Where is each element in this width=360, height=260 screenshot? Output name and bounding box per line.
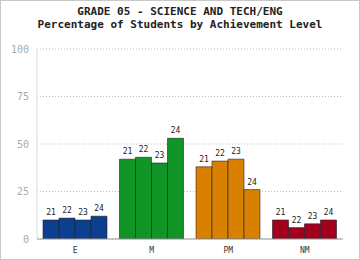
svg-text:24: 24	[94, 204, 104, 213]
svg-text:M: M	[149, 246, 154, 255]
svg-text:E: E	[73, 246, 78, 255]
svg-text:21: 21	[123, 147, 133, 156]
svg-text:21: 21	[276, 208, 286, 217]
svg-text:22: 22	[215, 149, 225, 158]
svg-text:75: 75	[17, 91, 29, 102]
svg-text:23: 23	[308, 212, 318, 221]
svg-text:23: 23	[155, 151, 165, 160]
svg-text:22: 22	[292, 216, 302, 225]
svg-text:21: 21	[199, 155, 209, 164]
svg-text:0: 0	[23, 234, 29, 245]
svg-text:50: 50	[17, 139, 29, 150]
svg-text:100: 100	[11, 44, 29, 55]
svg-text:21: 21	[46, 208, 56, 217]
svg-text:PM: PM	[223, 246, 233, 255]
svg-text:22: 22	[62, 206, 72, 215]
svg-text:24: 24	[171, 126, 181, 135]
svg-text:23: 23	[78, 208, 88, 217]
svg-text:NM: NM	[300, 246, 310, 255]
html-text:Percentage of Students by Achi: Percentage of Students by Achievement Le…	[37, 18, 323, 31]
svg-text:22: 22	[139, 145, 149, 154]
html-text:GRADE 05 - SCIENCE AND TECH/EN: GRADE 05 - SCIENCE AND TECH/ENG	[77, 5, 283, 18]
svg-text:23: 23	[231, 147, 241, 156]
svg-text:25: 25	[17, 186, 29, 197]
svg-text:24: 24	[247, 178, 257, 187]
svg-text:24: 24	[324, 208, 334, 217]
